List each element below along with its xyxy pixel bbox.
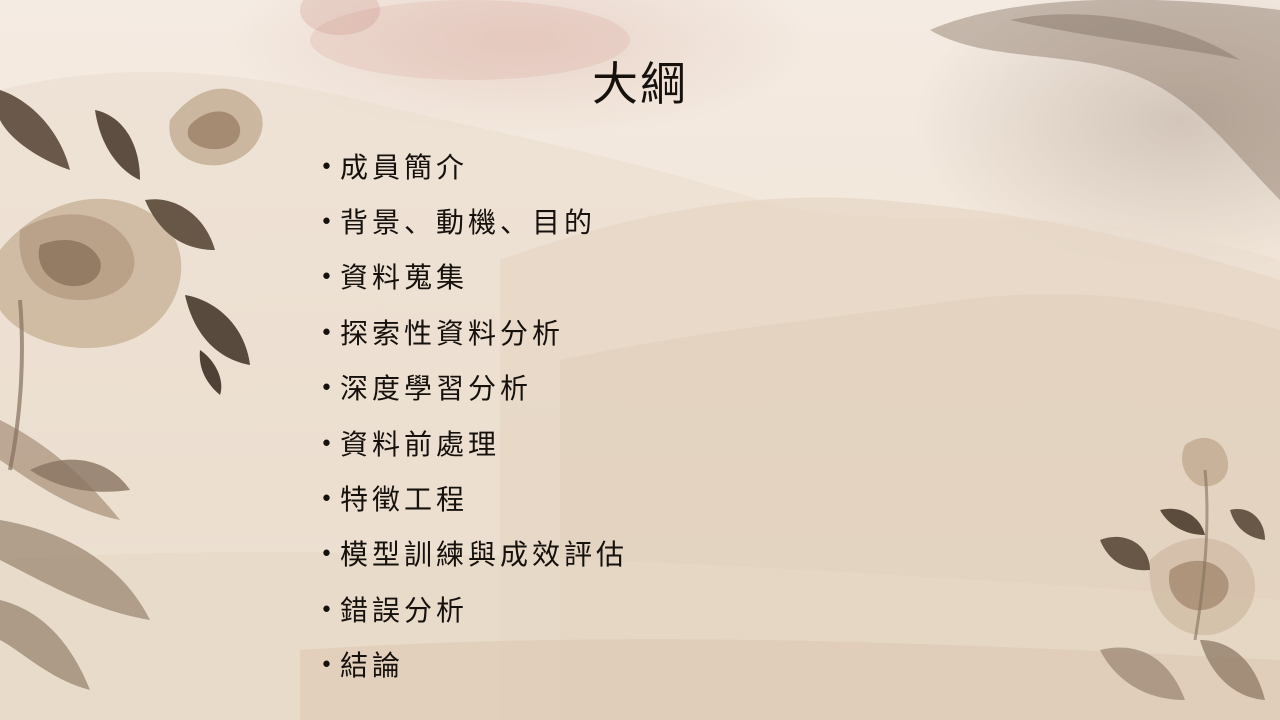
bullet-icon: • bbox=[320, 642, 340, 690]
bullet-icon: • bbox=[320, 421, 340, 469]
outline-item: • 錯誤分析 bbox=[320, 583, 628, 638]
bullet-icon: • bbox=[320, 587, 340, 635]
outline-item: • 背景、動機、目的 bbox=[320, 195, 628, 250]
outline-item-text: 特徵工程 bbox=[340, 476, 468, 524]
outline-item-text: 資料前處理 bbox=[340, 421, 500, 469]
outline-item-text: 背景、動機、目的 bbox=[340, 199, 596, 247]
bullet-icon: • bbox=[320, 144, 340, 192]
outline-item: • 特徵工程 bbox=[320, 472, 628, 527]
outline-item: • 資料前處理 bbox=[320, 417, 628, 472]
outline-item: • 模型訓練與成效評估 bbox=[320, 528, 628, 583]
bullet-icon: • bbox=[320, 365, 340, 413]
outline-item-text: 探索性資料分析 bbox=[340, 310, 564, 358]
bullet-icon: • bbox=[320, 476, 340, 524]
outline-item-text: 模型訓練與成效評估 bbox=[340, 531, 628, 579]
outline-item-text: 深度學習分析 bbox=[340, 365, 532, 413]
slide-title: 大綱 bbox=[0, 48, 1280, 114]
bullet-icon: • bbox=[320, 199, 340, 247]
bullet-icon: • bbox=[320, 254, 340, 302]
outline-item-text: 成員簡介 bbox=[340, 144, 468, 192]
outline-item-text: 錯誤分析 bbox=[340, 587, 468, 635]
outline-item: • 探索性資料分析 bbox=[320, 306, 628, 361]
bullet-icon: • bbox=[320, 531, 340, 579]
outline-item-text: 資料蒐集 bbox=[340, 254, 468, 302]
bullet-icon: • bbox=[320, 310, 340, 358]
outline-item: • 結論 bbox=[320, 639, 628, 694]
outline-list: • 成員簡介 • 背景、動機、目的 • 資料蒐集 • 探索性資料分析 • 深度學習分析 •… bbox=[320, 140, 628, 694]
outline-item: • 深度學習分析 bbox=[320, 362, 628, 417]
outline-item: • 資料蒐集 bbox=[320, 251, 628, 306]
outline-item-text: 結論 bbox=[340, 642, 404, 690]
outline-item: • 成員簡介 bbox=[320, 140, 628, 195]
